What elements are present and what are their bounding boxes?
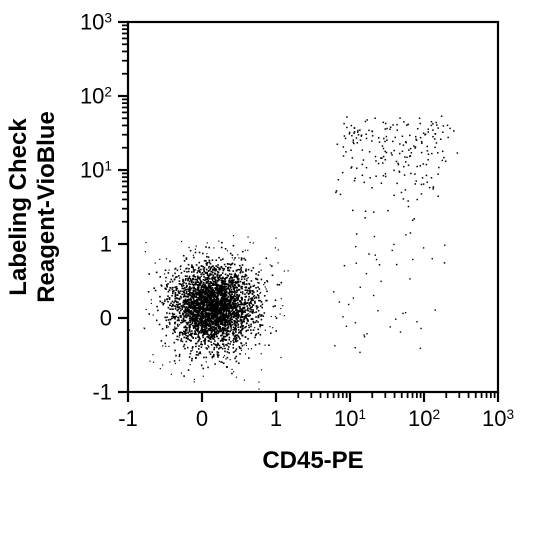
y-tick-label: 102 [80,84,112,109]
x-tick-label: 102 [408,406,440,431]
y-axis-label-line2: Reagent-VioBlue [33,111,60,303]
y-tick-label: 103 [80,10,112,35]
y-tick-label: 1 [100,232,112,257]
x-tick-label: 1 [270,406,282,431]
x-tick-label: 0 [196,406,208,431]
y-tick-label: 101 [80,158,112,183]
scatter-points [127,116,458,393]
y-tick-label: 0 [100,306,112,331]
chart-svg: -1 0 1 101 102 103 -1 0 1 101 102 103 CD45-PE Labelin… [0,0,540,540]
x-axis-label: CD45-PE [262,447,363,474]
x-tick-label: 101 [334,406,366,431]
scatter-chart: -1 0 1 101 102 103 -1 0 1 101 102 103 CD45-PE Labelin… [0,0,540,540]
x-tick-label: 103 [482,406,514,431]
y-axis-label-line1: Labeling Check [5,118,32,296]
y-tick-label: -1 [92,380,112,405]
x-tick-label: -1 [118,406,138,431]
